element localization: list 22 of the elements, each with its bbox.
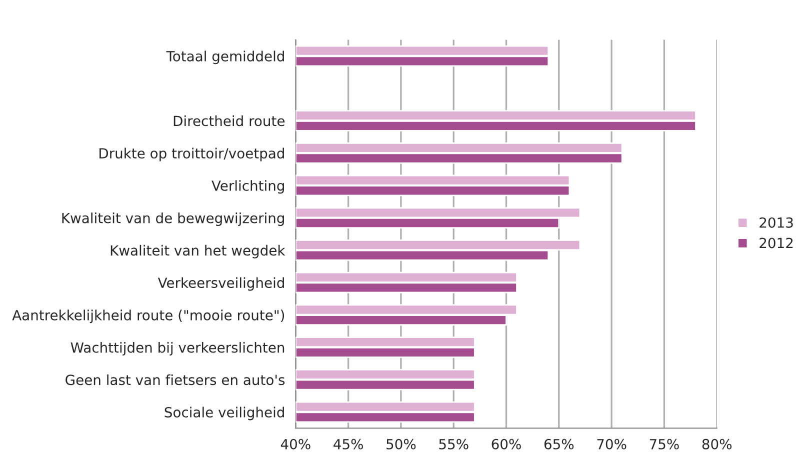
y-tick-label: Sociale veiligheid [164,406,284,420]
y-tick-label: Kwaliteit van de bewegwijzering [62,212,284,226]
x-tick-label: 45% [334,438,363,450]
y-tick-label: Geen last van fietsers en auto's [66,374,285,386]
x-tick-label: 55% [439,438,468,450]
y-tick-label: Totaal gemiddeld [166,50,284,64]
legend-label: 2012 [760,238,793,248]
y-tick-label: Verlichting [212,180,284,194]
x-tick-label: 65% [544,438,574,450]
y-tick-label: Verkeersveiligheid [158,277,284,291]
x-tick-label: 40% [280,438,310,450]
x-tick-label: 50% [386,438,416,450]
x-tick-label: 80% [702,438,732,450]
x-tick-label: 60% [492,438,521,450]
x-tick-label: 70% [597,438,626,450]
y-tick-label: Drukte op troittoir/voetpad [100,148,284,162]
y-tick-label: Directheid route [174,115,284,126]
x-tick-label: 75% [650,438,679,450]
legend-label: 2013 [760,217,793,228]
y-tick-label: Kwaliteit van het wegdek [110,244,286,258]
y-tick-label: Wachttijden bij verkeerslichten [70,342,284,356]
y-tick-label: Aantrekkelijkheid route ("mooie route") [12,310,284,324]
